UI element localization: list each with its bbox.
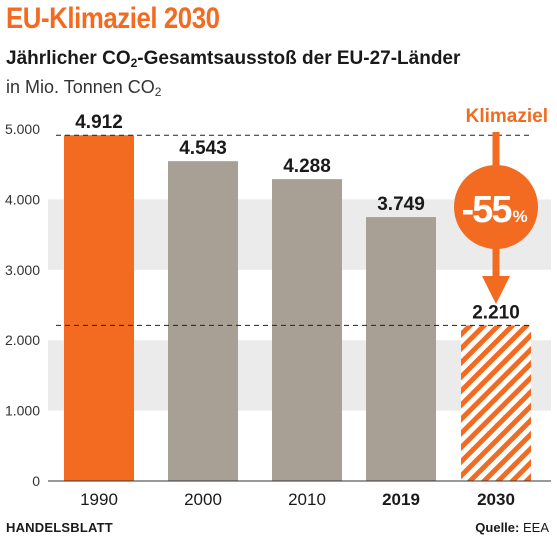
x-tick-label: 2010: [288, 490, 326, 509]
y-tick-label: 2.000: [5, 332, 40, 348]
bar: [366, 217, 436, 481]
chart-title: EU-Klimaziel 2030: [6, 2, 220, 35]
publisher-label: HANDELSBLATT: [6, 520, 113, 535]
x-tick-label: 1990: [80, 490, 118, 509]
unit-label: in Mio. Tonnen CO2: [6, 77, 161, 99]
y-tick-label: 0: [32, 473, 40, 489]
chart-subtitle: Jährlicher CO2-Gesamtsausstoß der EU-27-…: [6, 48, 460, 70]
data-label: 4.912: [75, 112, 123, 133]
source-value: EEA: [522, 520, 549, 535]
data-label: 4.543: [179, 138, 227, 159]
y-tick-label: 4.000: [5, 191, 40, 207]
bar: [64, 135, 134, 482]
unit-subscript: 2: [154, 85, 162, 99]
y-tick-label: 3.000: [5, 262, 40, 278]
bar: [272, 179, 342, 481]
x-tick-label: 2000: [184, 490, 222, 509]
reduction-badge-suffix: %: [512, 207, 527, 226]
x-tick-label: 2030: [477, 490, 515, 509]
source-note: Quelle: EEA: [475, 520, 549, 535]
data-label: 4.288: [283, 156, 331, 177]
bar: [168, 161, 238, 482]
subtitle-text-pre: Jährlicher CO: [6, 48, 131, 69]
data-label: 2.210: [472, 302, 520, 323]
bar: [461, 325, 531, 481]
y-tick-label: 5.000: [5, 121, 40, 137]
x-tick-label: 2019: [382, 490, 420, 509]
reduction-badge-text: -55: [462, 189, 513, 231]
subtitle-text-post: -Gesamtsausstoß der EU-27-Länder: [137, 48, 461, 69]
source-label: Quelle:: [475, 520, 520, 535]
annotation-label: Klimaziel: [466, 106, 548, 127]
reduction-badge: [454, 165, 538, 249]
data-label: 3.749: [377, 194, 425, 215]
unit-text: in Mio. Tonnen CO: [6, 77, 155, 97]
y-tick-label: 1.000: [5, 403, 40, 419]
subtitle-subscript: 2: [130, 56, 138, 70]
